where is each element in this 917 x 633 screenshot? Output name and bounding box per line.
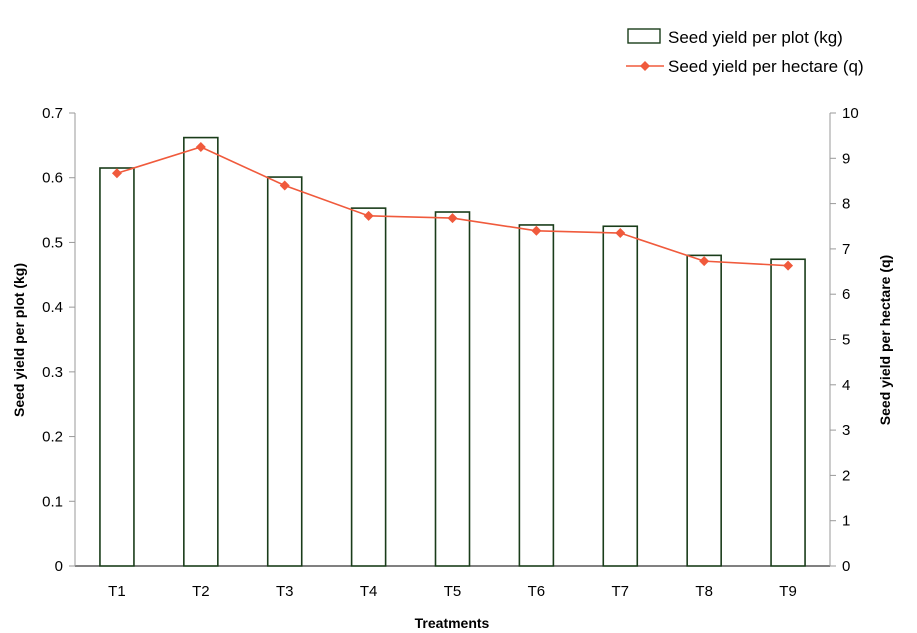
left-y-axis-title: Seed yield per plot (kg) [11, 263, 27, 417]
right-tick-label: 9 [842, 150, 850, 167]
bar-t1 [99, 167, 135, 567]
marker-t5 [447, 213, 458, 224]
right-tick-label: 8 [842, 196, 850, 213]
right-tick-label: 6 [842, 286, 850, 303]
x-tick-label: T3 [276, 583, 294, 600]
right-y-ticks: 0 1 2 3 4 5 6 7 8 9 10 [830, 105, 859, 575]
legend-bar-label: Seed yield per plot (kg) [668, 28, 843, 47]
x-tick-label: T6 [528, 583, 546, 600]
right-tick-label: 3 [842, 422, 850, 439]
left-tick-label: 0.2 [42, 429, 63, 446]
line-markers [111, 141, 794, 271]
left-tick-label: 0.4 [42, 299, 63, 316]
bar-t6 [518, 224, 555, 567]
bar-t9 [770, 258, 806, 567]
marker-t2 [195, 141, 206, 152]
left-tick-label: 0.6 [42, 170, 63, 187]
legend-line-label: Seed yield per hectare (q) [668, 57, 864, 76]
legend-bar-swatch [627, 28, 661, 44]
x-tick-labels: T1 T2 T3 T4 T5 T6 T7 T8 T9 [108, 583, 797, 600]
marker-t4 [363, 210, 374, 221]
left-tick-label: 0 [55, 558, 63, 575]
bar-t5 [434, 211, 471, 567]
bar-t4 [350, 207, 387, 567]
x-tick-label: T2 [192, 583, 210, 600]
right-tick-label: 7 [842, 241, 850, 258]
marker-t9 [783, 260, 794, 271]
bar-t3 [266, 176, 303, 567]
marker-t1 [111, 168, 122, 179]
left-tick-label: 0.7 [42, 105, 63, 122]
right-tick-label: 10 [842, 105, 859, 122]
left-tick-label: 0.1 [42, 493, 63, 510]
bar-series [99, 136, 806, 567]
right-tick-label: 1 [842, 513, 850, 530]
right-tick-label: 5 [842, 332, 850, 349]
x-tick-label: T5 [444, 583, 462, 600]
marker-t3 [279, 180, 290, 191]
x-axis-title: Treatments [415, 615, 490, 631]
x-tick-label: T8 [695, 583, 713, 600]
bar-t2 [183, 136, 219, 567]
x-tick-label: T1 [108, 583, 126, 600]
right-tick-label: 2 [842, 467, 850, 484]
x-tick-label: T4 [360, 583, 378, 600]
bar-t8 [686, 254, 722, 567]
legend-line-marker [640, 61, 650, 71]
x-tick-label: T7 [612, 583, 630, 600]
right-tick-label: 0 [842, 558, 850, 575]
x-tick-label: T9 [779, 583, 797, 600]
marker-t6 [531, 225, 542, 236]
plot-area: 0 0.1 0.2 0.3 0.4 0.5 0.6 0.7 0 1 2 3 4 5 6 7 8 9 10 T1 T2… [42, 105, 859, 600]
left-tick-label: 0.5 [42, 234, 63, 251]
legend: Seed yield per plot (kg) Seed yield per … [626, 28, 864, 76]
right-tick-label: 4 [842, 377, 850, 394]
marker-t7 [615, 228, 626, 239]
marker-t8 [699, 256, 710, 267]
right-y-axis-title: Seed yield per hectare (q) [877, 255, 893, 425]
bar-t7 [602, 225, 639, 567]
left-tick-label: 0.3 [42, 364, 63, 381]
left-y-ticks: 0 0.1 0.2 0.3 0.4 0.5 0.6 0.7 [42, 105, 75, 575]
